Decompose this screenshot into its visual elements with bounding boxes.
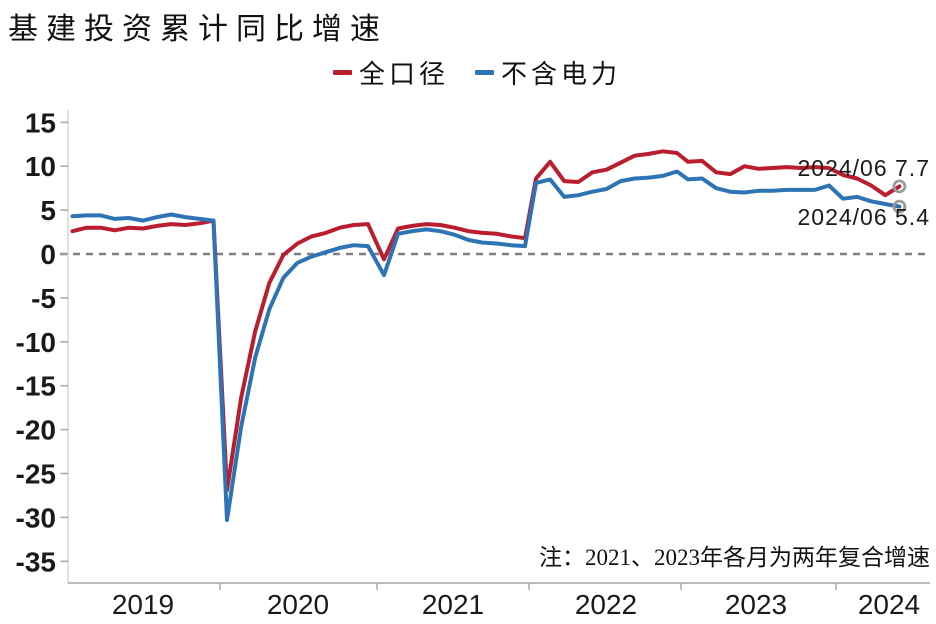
x-year-label: 2023 bbox=[725, 589, 787, 620]
x-year-label: 2019 bbox=[112, 589, 174, 620]
x-year-label: 2024 bbox=[858, 589, 920, 620]
y-tick-label: 10 bbox=[25, 151, 56, 182]
end-ring-marker-excl-power bbox=[892, 199, 907, 214]
axis-labels-group: 15 10 5 0 -5 -10 -15 -20 -25 -30 -35 2019 2020 2021 20… bbox=[16, 107, 921, 620]
y-tick-label: 15 bbox=[25, 107, 56, 138]
series-line-excl-power bbox=[70, 169, 902, 522]
y-tick-label: -35 bbox=[16, 546, 56, 577]
y-tick-label: 5 bbox=[40, 195, 56, 226]
annotation-full-caliber-latest: 2024/06 7.7 bbox=[797, 155, 930, 181]
axes-group bbox=[60, 110, 930, 590]
legend-item-full-caliber: 全口径 bbox=[333, 54, 449, 91]
x-year-label: 2020 bbox=[267, 589, 329, 620]
y-tick-label: -30 bbox=[16, 502, 56, 533]
x-year-label: 2022 bbox=[575, 589, 637, 620]
footnote: 注：2021、2023年各月为两年复合增速 bbox=[539, 545, 930, 570]
annotation-excl-power-latest: 2024/06 5.4 bbox=[797, 204, 930, 230]
x-year-label: 2021 bbox=[422, 589, 484, 620]
y-tick-label: 0 bbox=[40, 239, 56, 270]
legend-blue-dash-icon bbox=[475, 70, 495, 75]
chart-title: 基建投资累计同比增速 bbox=[8, 13, 388, 46]
y-tick-label: -5 bbox=[31, 283, 56, 314]
legend: 全口径 不含电力 bbox=[333, 54, 621, 91]
y-tick-label: -10 bbox=[16, 327, 56, 358]
legend-label-full-caliber: 全口径 bbox=[359, 60, 450, 89]
legend-red-dash-icon bbox=[333, 70, 352, 75]
y-tick-label: -15 bbox=[16, 371, 56, 402]
series-lines-group bbox=[70, 149, 902, 522]
end-ring-marker-full-caliber bbox=[892, 179, 907, 194]
y-tick-label: -25 bbox=[16, 459, 56, 490]
legend-label-excl-power: 不含电力 bbox=[501, 60, 622, 89]
end-markers-group bbox=[892, 179, 907, 214]
y-tick-label: -20 bbox=[16, 415, 56, 446]
series-line-full-caliber bbox=[70, 149, 902, 493]
legend-item-excl-power: 不含电力 bbox=[475, 54, 621, 91]
